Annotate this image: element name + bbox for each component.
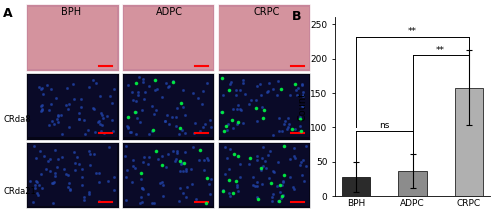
Text: CRda8: CRda8	[4, 115, 31, 124]
Text: ADPC: ADPC	[156, 7, 182, 17]
Text: A: A	[4, 7, 13, 20]
Text: BPH: BPH	[62, 7, 82, 17]
Text: CRPC: CRPC	[254, 7, 280, 17]
Bar	[455, 88, 483, 196]
Bar	[342, 177, 370, 196]
Bar	[398, 171, 426, 196]
Text: **: **	[408, 27, 417, 36]
Text: CRda21: CRda21	[4, 187, 36, 196]
Text: ns: ns	[379, 121, 390, 130]
Text: B: B	[292, 10, 301, 23]
Y-axis label: Count: Count	[298, 92, 308, 121]
Text: **: **	[436, 46, 445, 54]
